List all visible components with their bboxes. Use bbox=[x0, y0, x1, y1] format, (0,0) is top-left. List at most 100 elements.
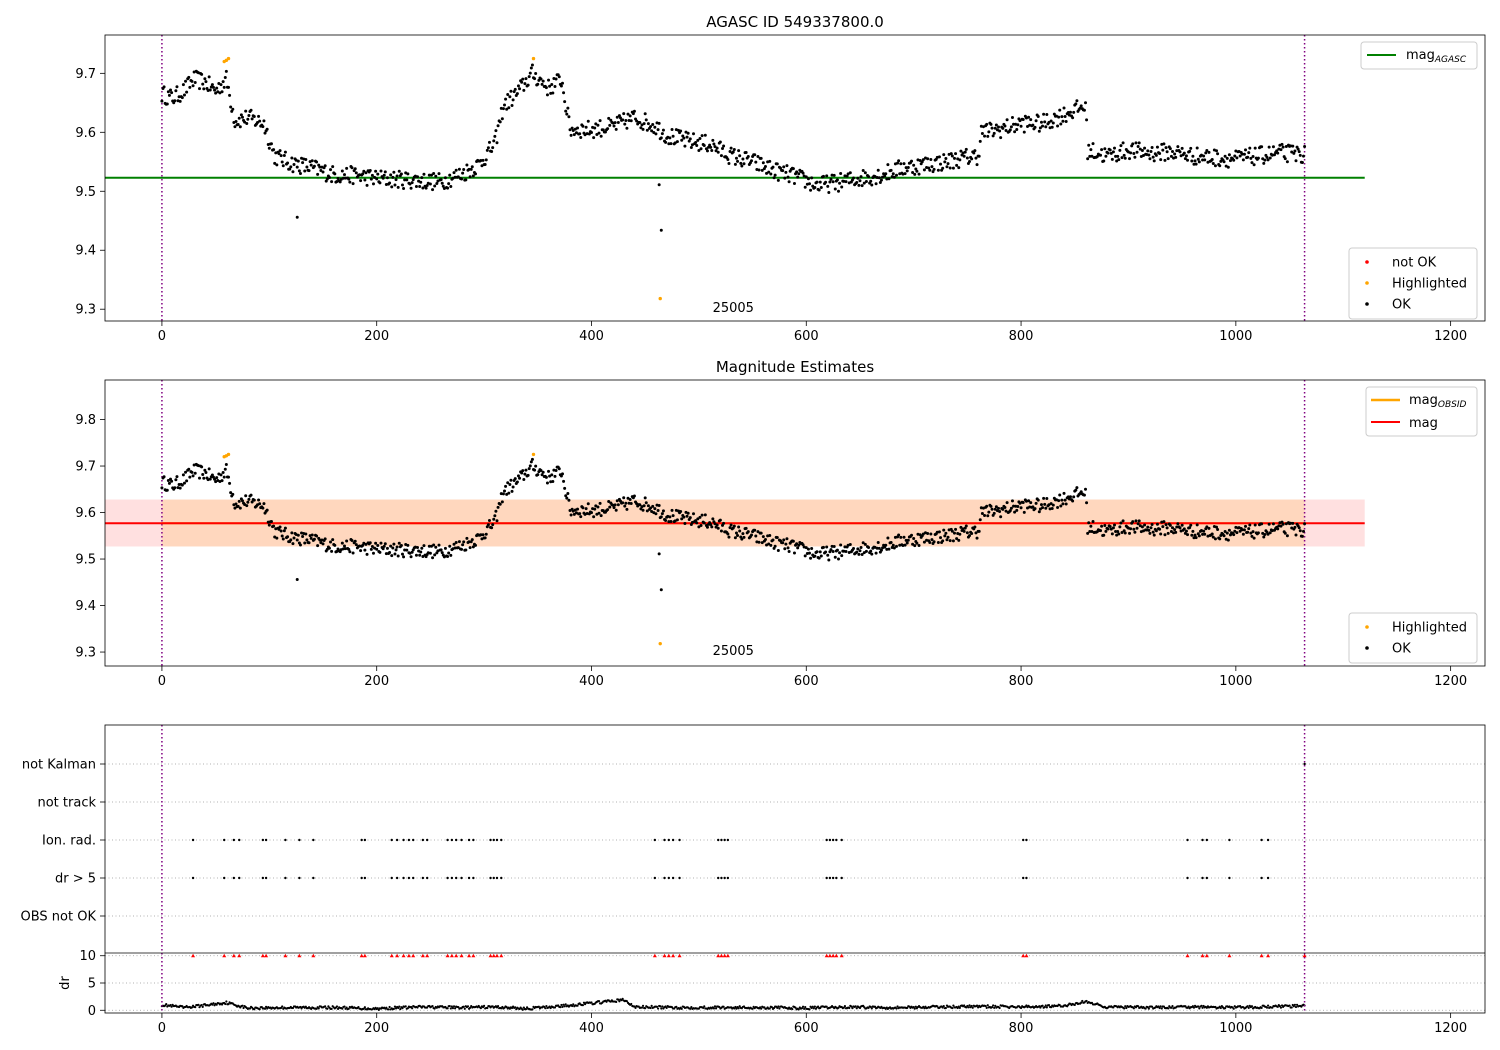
dr-spike-marker bbox=[411, 953, 416, 958]
ok-point bbox=[470, 538, 474, 542]
ok-point bbox=[741, 532, 745, 536]
ok-point bbox=[414, 553, 418, 557]
flag-marker bbox=[726, 876, 730, 880]
ok-point bbox=[1003, 506, 1007, 510]
ok-point bbox=[184, 79, 188, 83]
dr-spike-marker bbox=[406, 953, 411, 958]
panel1-xtick-label-1000: 1000 bbox=[1219, 329, 1252, 344]
ok-point bbox=[534, 71, 538, 75]
ok-point bbox=[679, 129, 683, 133]
ok-point bbox=[594, 122, 598, 126]
ok-point bbox=[796, 546, 800, 550]
ok-point bbox=[234, 502, 238, 506]
ok-point bbox=[557, 467, 561, 471]
dr-point bbox=[958, 1006, 961, 1010]
ok-point bbox=[494, 509, 498, 513]
ok-point bbox=[1033, 507, 1037, 511]
ok-point bbox=[1161, 525, 1165, 529]
panel3-xtick-label-400: 400 bbox=[579, 1021, 604, 1036]
ok-point bbox=[541, 470, 545, 474]
ok-point bbox=[792, 551, 796, 555]
ok-point bbox=[732, 148, 736, 152]
ok-point bbox=[878, 181, 882, 185]
ok-point bbox=[964, 147, 968, 151]
ok-point bbox=[828, 180, 832, 184]
ok-point bbox=[1082, 493, 1086, 497]
ok-point bbox=[962, 529, 966, 533]
dr-spike-marker bbox=[359, 953, 364, 958]
ok-point bbox=[203, 77, 207, 81]
ok-point bbox=[623, 504, 627, 508]
ok-point bbox=[985, 504, 989, 508]
ok-point bbox=[791, 167, 795, 171]
dr-point bbox=[994, 1004, 997, 1007]
dr-spike-marker bbox=[488, 953, 493, 958]
ok-point bbox=[1050, 125, 1054, 129]
ok-point bbox=[403, 178, 407, 182]
ok-point bbox=[683, 521, 687, 525]
ok-point bbox=[576, 126, 580, 130]
ok-point bbox=[638, 120, 642, 124]
flag-marker bbox=[1205, 876, 1209, 880]
flag-marker bbox=[671, 876, 675, 880]
ok-point bbox=[874, 182, 878, 186]
dr-point bbox=[1247, 1006, 1250, 1010]
ok-point bbox=[504, 484, 508, 488]
ok-point bbox=[1045, 497, 1049, 501]
ok-point bbox=[432, 543, 436, 547]
ok-point bbox=[374, 169, 378, 173]
ok-point bbox=[744, 150, 748, 154]
ok-point bbox=[892, 546, 896, 550]
dr-point bbox=[572, 1003, 575, 1006]
panel2-ytick-label-9.6: 9.6 bbox=[75, 506, 96, 521]
ok-point bbox=[769, 543, 773, 547]
ok-point bbox=[568, 128, 572, 132]
ok-point bbox=[1140, 525, 1144, 529]
ok-point bbox=[383, 542, 387, 546]
ok-point bbox=[513, 87, 517, 91]
ok-point bbox=[1193, 159, 1197, 163]
dr-spike-marker bbox=[1185, 953, 1190, 958]
ok-point bbox=[1091, 519, 1095, 523]
ok-point bbox=[500, 500, 504, 504]
ok-point bbox=[252, 115, 256, 119]
ok-point bbox=[586, 502, 590, 506]
ok-point bbox=[520, 80, 524, 84]
ok-point bbox=[312, 164, 316, 168]
ok-point bbox=[388, 550, 392, 554]
ok-point bbox=[278, 149, 282, 153]
dr-point bbox=[544, 1007, 547, 1010]
flag-marker bbox=[191, 838, 195, 842]
dr-point bbox=[248, 1007, 252, 1010]
ok-point bbox=[856, 547, 860, 551]
ok-point bbox=[460, 177, 464, 181]
flag-marker bbox=[407, 876, 411, 880]
ok-point bbox=[187, 467, 191, 471]
ok-point bbox=[757, 540, 761, 544]
ok-point bbox=[643, 112, 647, 116]
ok-point bbox=[1051, 503, 1055, 507]
ok-point bbox=[835, 548, 839, 552]
ok-point bbox=[1210, 158, 1214, 162]
dr-point bbox=[630, 1002, 633, 1006]
dr-spike-marker bbox=[1259, 953, 1264, 958]
ok-point bbox=[965, 156, 969, 160]
ok-point bbox=[763, 165, 767, 169]
ok-point bbox=[227, 85, 231, 89]
dr-point bbox=[406, 1007, 409, 1010]
dr-point bbox=[553, 1006, 557, 1009]
ok-point bbox=[860, 553, 864, 557]
ok-point bbox=[1071, 116, 1075, 120]
dr-point bbox=[1201, 1006, 1204, 1009]
ok-point bbox=[527, 75, 531, 79]
ok-point bbox=[341, 176, 345, 180]
dr-point bbox=[1158, 1006, 1161, 1010]
ok-point bbox=[904, 538, 908, 542]
ok-point bbox=[363, 548, 367, 552]
flag-marker bbox=[835, 876, 838, 880]
ok-point bbox=[200, 72, 204, 76]
ok-point bbox=[487, 140, 491, 144]
ok-point bbox=[628, 498, 632, 502]
ok-point bbox=[1036, 498, 1040, 502]
ok-point bbox=[359, 179, 363, 183]
